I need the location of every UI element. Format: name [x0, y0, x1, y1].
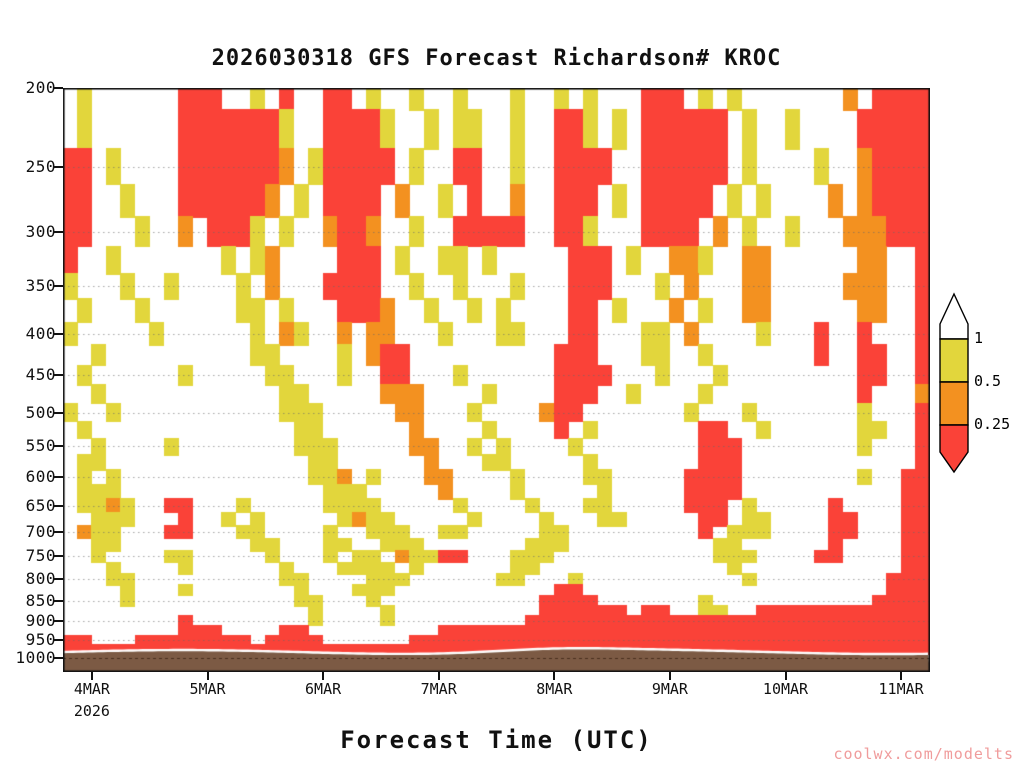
y-tick-label: 600 — [25, 467, 56, 487]
colorbar-tick-label: 1 — [974, 329, 983, 347]
y-tick-label: 200 — [25, 78, 56, 97]
y-tick-mark — [54, 332, 63, 335]
y-tick-mark — [54, 555, 63, 558]
colorbar-segment-white — [939, 292, 969, 340]
x-tick-label: 10MAR — [762, 680, 809, 698]
colorbar-legend: 1 0.5 0.25 — [939, 292, 1010, 474]
y-tick-label: 850 — [25, 590, 56, 610]
x-tick-label: 7MAR — [420, 680, 457, 698]
x-tick-mark — [206, 672, 209, 680]
y-tick-mark — [54, 578, 63, 581]
y-tick-mark — [54, 504, 63, 507]
y-tick-label: 450 — [25, 365, 56, 385]
y-tick-mark — [54, 285, 63, 288]
x-tick-label: 11MAR — [878, 680, 924, 698]
chart-title: 2026030318 GFS Forecast Richardson# KROC — [211, 46, 782, 71]
y-tick-label: 400 — [25, 323, 56, 343]
y-tick-mark — [54, 166, 63, 169]
y-tick-label: 950 — [25, 629, 56, 649]
y-tick-label: 500 — [25, 402, 56, 422]
x-tick-label: 9MAR — [651, 680, 688, 698]
y-tick-label: 1000 — [15, 648, 56, 668]
colorbar-segment-red — [939, 424, 969, 474]
y-tick-mark — [54, 657, 63, 660]
y-tick-mark — [54, 476, 63, 479]
colorbar-segment-yellow — [939, 338, 969, 383]
y-tick-label: 650 — [25, 495, 56, 515]
y-tick-mark — [54, 530, 63, 533]
richardson-heatmap — [63, 88, 930, 672]
y-tick-label: 750 — [25, 546, 56, 566]
x-tick-mark — [553, 672, 556, 680]
y-tick-label: 250 — [25, 157, 56, 177]
x-tick-mark — [437, 672, 440, 680]
y-tick-mark — [54, 445, 63, 448]
y-tick-label: 800 — [25, 569, 56, 589]
x-tick-mark — [668, 672, 671, 680]
y-tick-mark — [54, 230, 63, 233]
y-tick-mark — [54, 374, 63, 377]
x-axis-title: Forecast Time (UTC) — [340, 726, 653, 754]
x-tick-label: 4MAR — [73, 680, 110, 698]
y-tick-mark — [54, 411, 63, 414]
x-tick-label: 6MAR — [305, 680, 342, 698]
y-tick-mark — [54, 599, 63, 602]
x-tick-mark — [784, 672, 787, 680]
y-tick-label: 900 — [25, 610, 56, 630]
y-tick-label: 550 — [25, 436, 56, 456]
x-tick-label: 8MAR — [536, 680, 573, 698]
x-tick-mark — [322, 672, 325, 680]
y-tick-mark — [54, 87, 63, 89]
x-tick-label: 5MAR — [189, 680, 226, 698]
y-tick-label: 350 — [25, 276, 56, 296]
y-tick-mark — [54, 619, 63, 622]
y-tick-label: 300 — [25, 221, 56, 241]
y-tick-label: 700 — [25, 521, 56, 541]
x-tick-mark — [90, 672, 93, 680]
colorbar-tick-label: 0.25 — [974, 415, 1010, 433]
y-tick-mark — [54, 638, 63, 641]
x-tick-mark — [900, 672, 903, 680]
year-label: 2026 — [73, 702, 110, 720]
colorbar-tick-label: 0.5 — [974, 372, 1001, 390]
watermark: coolwx.com/modelts — [833, 745, 1014, 763]
colorbar-segment-orange — [939, 381, 969, 426]
